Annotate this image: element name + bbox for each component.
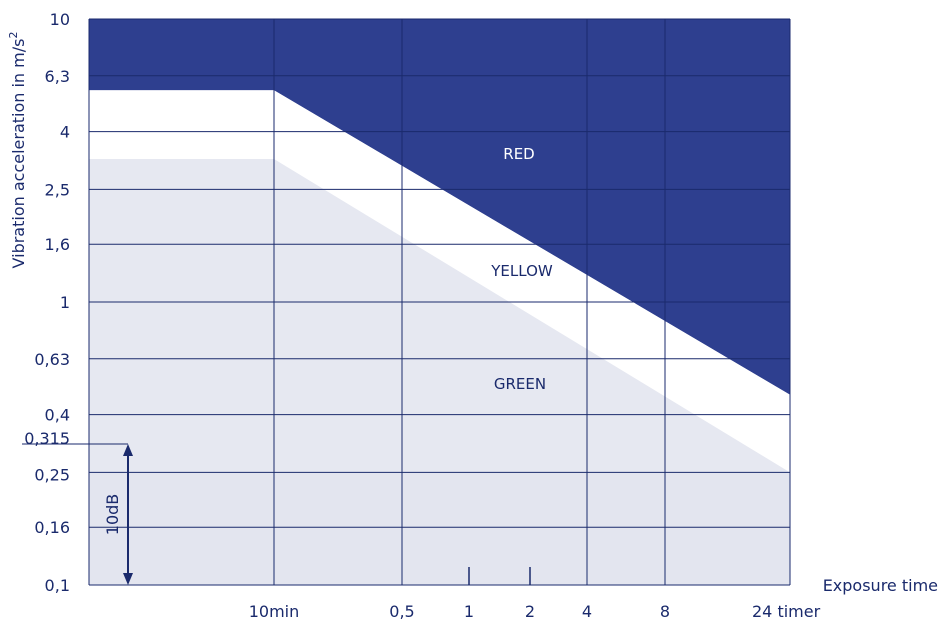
x-tick-label: 2 [525,602,535,621]
x-tick-label: 24 timer [752,602,821,621]
y-tick-label: 2,5 [45,180,70,199]
y-tick-label: 1 [60,293,70,312]
annotation-arrowhead-down [123,573,133,585]
x-tick-label: 8 [660,602,670,621]
y-tick-label: 0,1 [45,576,70,595]
x-tick-label: 0,5 [389,602,414,621]
y-tick-label: 6,3 [45,67,70,86]
red-zone [89,19,790,395]
y-tick-labels: 10 6,3 4 2,5 1,6 1 0,63 0,4 0,315 0,25 0,16 0,1 [24,10,70,595]
zone-labels-layer: RED YELLOW GREEN [490,145,553,393]
zone-label-yellow: YELLOW [490,262,553,280]
x-tick-label: 4 [582,602,592,621]
y-axis-label: Vibration acceleration in m/s2 [7,32,28,269]
db-annotation: 10dB [103,443,133,585]
y-tick-label: 0,4 [45,406,70,425]
y-tick-label: 0,63 [34,350,70,369]
y-tick-label: 0,315 [24,429,70,448]
y-tick-label: 0,25 [34,465,70,484]
x-tick-labels: 10min 0,5 1 2 4 8 24 timer [249,602,821,621]
zone-label-green: GREEN [494,375,546,393]
green-zone-shade [89,472,790,585]
y-tick-label: 10 [50,10,70,29]
yellow-zone [89,90,790,473]
y-tick-label: 0,16 [34,518,70,537]
y-tick-label: 1,6 [45,235,70,254]
zone-label-red: RED [503,145,534,163]
grid-layer [22,18,791,586]
y-tick-label: 4 [60,123,70,142]
x-tick-label: 10min [249,602,300,621]
annotation-label: 10dB [103,494,122,536]
annotation-arrowhead-up [123,443,133,456]
x-tick-label: 1 [464,602,474,621]
x-axis-label: Exposure time [823,576,938,595]
